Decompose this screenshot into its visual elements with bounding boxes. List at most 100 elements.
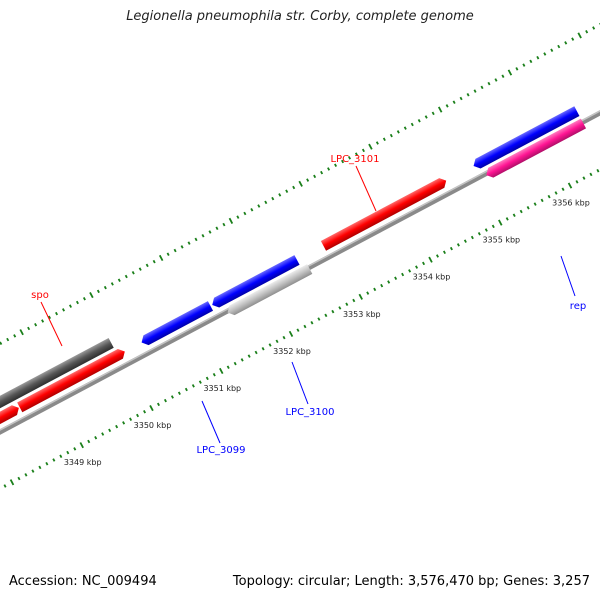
major-tick — [358, 293, 363, 300]
minor-tick — [396, 130, 400, 134]
minor-tick — [466, 93, 470, 97]
minor-tick — [254, 350, 258, 355]
major-tick — [498, 219, 503, 226]
minor-tick — [170, 395, 174, 399]
minor-tick — [408, 269, 412, 273]
major-tick — [19, 329, 24, 336]
minor-tick — [491, 224, 495, 229]
gene-feature-light-gray — [227, 264, 313, 316]
minor-tick — [540, 198, 544, 203]
minor-tick — [422, 261, 426, 266]
minor-tick — [401, 272, 405, 277]
minor-tick — [96, 289, 100, 294]
major-tick — [567, 182, 573, 189]
minor-tick — [431, 111, 435, 116]
minor-tick — [129, 417, 133, 421]
gene-feature-spo — [17, 348, 125, 413]
ruler-label-3351: 3351 kbp — [203, 384, 241, 393]
minor-tick — [17, 476, 21, 481]
major-tick — [89, 291, 94, 299]
minor-tick — [31, 469, 35, 473]
minor-tick — [240, 358, 244, 362]
minor-tick — [324, 313, 328, 318]
major-tick — [149, 405, 154, 412]
minor-tick — [415, 265, 419, 269]
minor-tick — [117, 278, 121, 282]
minor-tick — [145, 263, 149, 268]
gene-label-rep: rep — [570, 301, 586, 312]
minor-tick — [34, 322, 38, 327]
major-tick — [9, 479, 15, 486]
minor-tick — [45, 461, 49, 466]
minor-tick — [122, 421, 126, 425]
minor-tick — [152, 259, 156, 264]
callout-spo — [40, 301, 63, 347]
minor-tick — [463, 239, 467, 243]
minor-tick — [470, 235, 474, 240]
minor-tick — [366, 291, 370, 295]
minor-tick — [554, 191, 558, 195]
gene-feature-lpc-3101 — [320, 178, 447, 251]
callout-lpc-3101 — [355, 165, 377, 212]
minor-tick — [589, 172, 593, 177]
minor-tick — [143, 410, 147, 414]
major-tick — [288, 330, 294, 337]
minor-tick — [0, 341, 3, 346]
minor-tick — [410, 122, 414, 127]
minor-tick — [264, 200, 268, 205]
minor-tick — [271, 196, 275, 201]
minor-tick — [320, 170, 324, 175]
minor-tick — [184, 387, 188, 392]
major-tick — [507, 69, 513, 76]
minor-tick — [94, 435, 98, 440]
minor-tick — [354, 152, 358, 156]
minor-tick — [375, 141, 379, 145]
minor-tick — [557, 44, 561, 49]
minor-tick — [236, 215, 240, 219]
minor-tick — [338, 306, 342, 310]
gene-feature-rep — [486, 118, 587, 178]
minor-tick — [382, 137, 386, 142]
minor-tick — [533, 202, 537, 206]
outer-tick-track — [0, 22, 600, 346]
minor-tick — [257, 204, 261, 208]
gene-feature-lpc-3099 — [141, 301, 214, 346]
minor-tick — [582, 176, 586, 180]
minor-tick — [55, 311, 59, 316]
minor-tick — [13, 334, 17, 338]
minor-tick — [571, 37, 575, 41]
minor-tick — [177, 391, 181, 395]
minor-tick — [191, 384, 195, 388]
callout-rep — [560, 255, 576, 297]
minor-tick — [352, 298, 356, 303]
major-tick — [79, 442, 84, 449]
accession-label: Accession: NC_009494 — [9, 574, 157, 589]
minor-tick — [327, 167, 331, 171]
minor-tick — [201, 233, 205, 238]
minor-tick — [205, 376, 209, 381]
minor-tick — [215, 226, 219, 231]
minor-tick — [473, 89, 477, 93]
minor-tick — [250, 208, 254, 212]
minor-tick — [310, 321, 314, 325]
minor-tick — [592, 26, 596, 30]
minor-tick — [361, 148, 365, 153]
ruler-labels: 3349 kbp 3350 kbp 3351 kbp 3352 kbp 3353 kbp… — [64, 199, 590, 468]
minor-tick — [512, 213, 516, 217]
minor-tick — [373, 287, 377, 292]
ruler-label-3355: 3355 kbp — [482, 236, 520, 245]
minor-tick — [292, 185, 296, 190]
minor-tick — [62, 308, 66, 312]
minor-tick — [306, 178, 310, 182]
genome-stats-label: Topology: circular; Length: 3,576,470 bp… — [232, 574, 590, 589]
major-tick — [228, 217, 234, 224]
minor-tick — [180, 245, 184, 249]
minor-tick — [561, 187, 565, 192]
minor-tick — [282, 335, 286, 340]
minor-tick — [136, 413, 140, 418]
minor-tick — [394, 276, 398, 281]
minor-tick — [173, 248, 177, 253]
minor-tick — [103, 285, 107, 290]
minor-tick — [212, 372, 216, 377]
